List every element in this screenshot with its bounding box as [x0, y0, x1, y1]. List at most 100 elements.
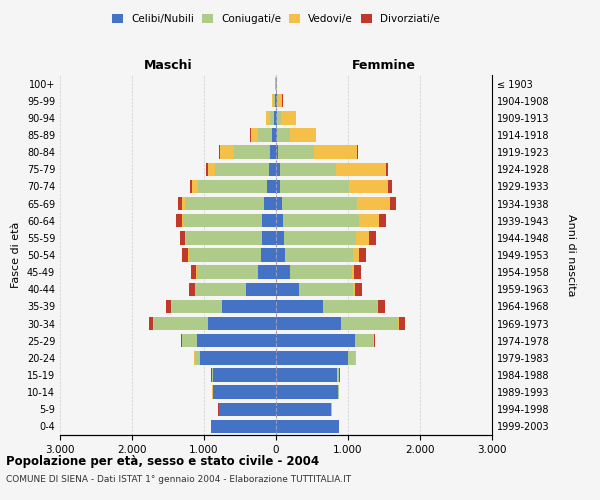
Bar: [358, 197, 390, 210]
Bar: [349, 180, 388, 193]
Bar: [355, 266, 361, 279]
Bar: [186, 231, 262, 244]
Bar: [183, 214, 262, 228]
Bar: [178, 197, 182, 210]
Text: COMUNE DI SIENA - Dati ISTAT 1° gennaio 2004 - Elaborazione TUTTITALIA.IT: COMUNE DI SIENA - Dati ISTAT 1° gennaio …: [6, 475, 351, 484]
Bar: [276, 162, 280, 176]
Bar: [197, 266, 258, 279]
Text: Femmine: Femmine: [352, 58, 416, 71]
Bar: [275, 94, 276, 108]
Bar: [276, 386, 338, 399]
Bar: [274, 111, 276, 124]
Bar: [190, 180, 193, 193]
Bar: [276, 111, 277, 124]
Bar: [220, 146, 234, 159]
Bar: [276, 146, 278, 159]
Bar: [185, 197, 265, 210]
Bar: [276, 317, 341, 330]
Bar: [353, 248, 359, 262]
Bar: [276, 420, 338, 433]
Bar: [276, 368, 337, 382]
Bar: [172, 300, 222, 313]
Bar: [269, 111, 274, 124]
Bar: [276, 282, 299, 296]
Bar: [211, 420, 276, 433]
Y-axis label: Anni di nascita: Anni di nascita: [566, 214, 576, 296]
Bar: [262, 231, 276, 244]
Bar: [284, 248, 353, 262]
Bar: [198, 180, 266, 193]
Bar: [214, 386, 276, 399]
Bar: [176, 214, 182, 228]
Bar: [258, 266, 276, 279]
Bar: [258, 128, 272, 141]
Bar: [197, 334, 276, 347]
Bar: [182, 248, 188, 262]
Bar: [359, 248, 366, 262]
Bar: [182, 197, 185, 210]
Bar: [276, 266, 290, 279]
Bar: [276, 334, 355, 347]
Bar: [388, 180, 392, 193]
Bar: [166, 300, 171, 313]
Bar: [188, 248, 189, 262]
Bar: [355, 282, 362, 296]
Bar: [290, 266, 352, 279]
Bar: [399, 317, 405, 330]
Bar: [251, 128, 258, 141]
Bar: [154, 317, 208, 330]
Bar: [353, 282, 355, 296]
Bar: [276, 351, 348, 364]
Bar: [212, 386, 214, 399]
Bar: [277, 94, 278, 108]
Bar: [189, 282, 195, 296]
Bar: [149, 317, 153, 330]
Bar: [283, 214, 359, 228]
Bar: [191, 266, 196, 279]
Bar: [348, 351, 355, 364]
Bar: [272, 128, 276, 141]
Bar: [234, 146, 270, 159]
Bar: [369, 231, 376, 244]
Bar: [390, 197, 395, 210]
Bar: [355, 334, 373, 347]
Bar: [266, 180, 276, 193]
Bar: [338, 386, 339, 399]
Bar: [276, 128, 277, 141]
Bar: [377, 300, 378, 313]
Bar: [206, 162, 208, 176]
Legend: Celibi/Nubili, Coniugati/e, Vedovi/e, Divorziati/e: Celibi/Nubili, Coniugati/e, Vedovi/e, Di…: [108, 10, 444, 29]
Bar: [276, 214, 283, 228]
Bar: [284, 231, 356, 244]
Bar: [276, 402, 331, 416]
Bar: [278, 146, 314, 159]
Bar: [314, 146, 358, 159]
Bar: [208, 317, 276, 330]
Bar: [378, 300, 385, 313]
Bar: [269, 162, 276, 176]
Bar: [215, 162, 269, 176]
Bar: [276, 231, 284, 244]
Bar: [281, 111, 296, 124]
Bar: [276, 197, 282, 210]
Bar: [299, 282, 353, 296]
Bar: [196, 282, 246, 296]
Bar: [276, 248, 284, 262]
Bar: [214, 368, 276, 382]
Bar: [337, 368, 339, 382]
Bar: [276, 94, 277, 108]
Bar: [262, 214, 276, 228]
Bar: [272, 94, 274, 108]
Bar: [359, 214, 379, 228]
Bar: [290, 128, 316, 141]
Text: Popolazione per età, sesso e stato civile - 2004: Popolazione per età, sesso e stato civil…: [6, 455, 319, 468]
Bar: [379, 214, 386, 228]
Bar: [212, 368, 214, 382]
Bar: [182, 334, 197, 347]
Bar: [277, 111, 281, 124]
Bar: [200, 351, 276, 364]
Bar: [276, 300, 323, 313]
Bar: [277, 128, 290, 141]
Bar: [356, 231, 369, 244]
Bar: [219, 402, 276, 416]
